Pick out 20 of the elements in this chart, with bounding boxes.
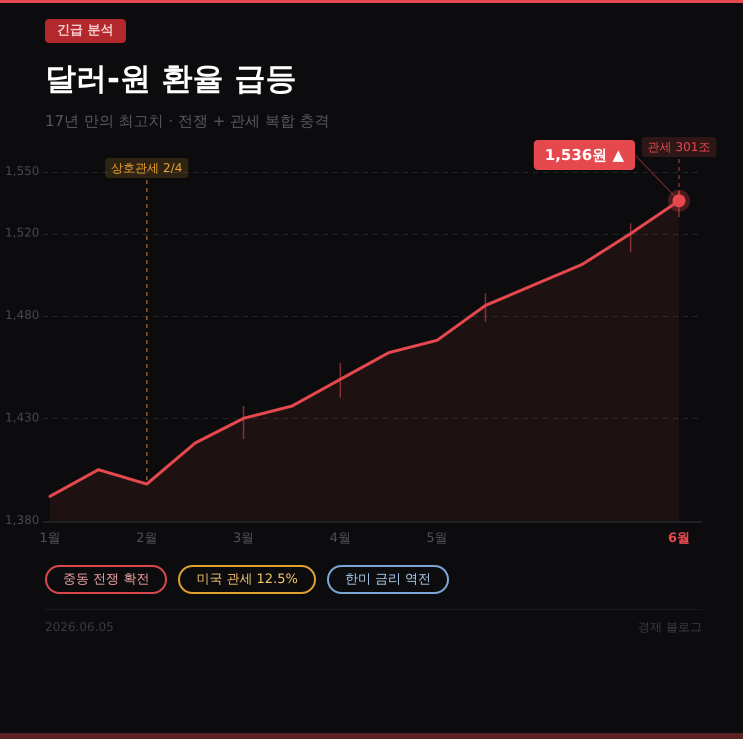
y-tick-label: 1,430 (5, 410, 40, 424)
x-tick-label: 6월 (668, 531, 690, 546)
ref-line-label: 상호관세 2/4 (111, 161, 182, 176)
data-label: 1,536원 ▲ (544, 146, 624, 164)
y-tick-label: 1,520 (5, 226, 40, 240)
x-tick-label: 4월 (330, 531, 351, 546)
x-tick-label: 1월 (39, 531, 61, 546)
x-tick-label: 2월 (136, 531, 158, 546)
text: 미국 관세 12.5% (178, 565, 316, 594)
x-tick-label: 5월 (426, 531, 448, 546)
text: 중동 전쟁 확전 (45, 565, 168, 594)
x-tick-label: 3월 (232, 531, 254, 546)
text: 한미 금리 역전 (326, 565, 450, 594)
y-tick-label: 1,550 (5, 164, 40, 178)
chart-subtitle: 17년 만의 최고치 · 전쟁 + 관세 복합 충격 (45, 111, 330, 132)
text: 긴급 분석 (45, 19, 126, 43)
ref-line-label: 관세 301조 (648, 140, 710, 154)
y-tick-label: 1,380 (5, 513, 40, 528)
y-tick-label: 1,480 (5, 308, 40, 322)
chart-title: 달러-원 환율 급등 (45, 60, 296, 99)
